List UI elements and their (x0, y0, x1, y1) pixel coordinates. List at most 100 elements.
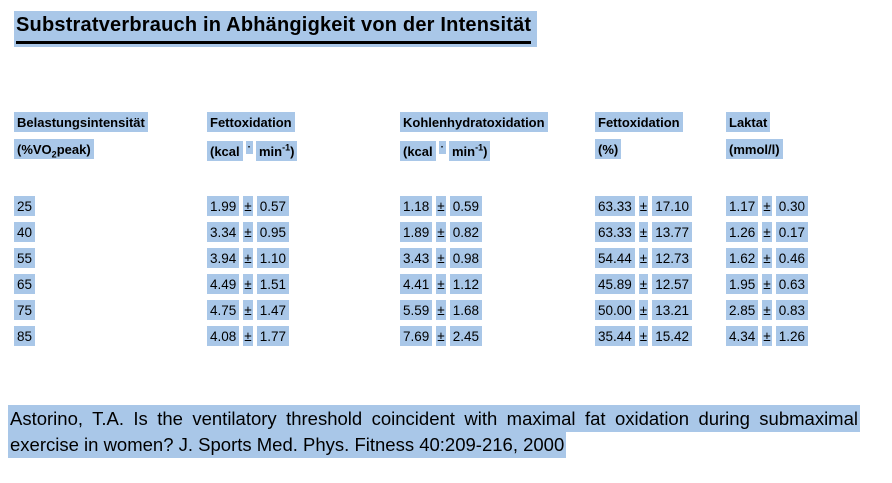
value-mean: 4.08 (207, 326, 240, 346)
col-header-fettoxidation-kcal: Fettoxidation (kcal · min-1) (207, 112, 400, 161)
cell-lactate: 4.34 ±1.26 (726, 326, 892, 346)
table-row: 85 4.08 ±1.77 7.69 ±2.45 35.44 ±15.42 4.34 ±… (0, 326, 892, 346)
cell-cho-ox: 7.69 ±2.45 (400, 326, 595, 346)
table-row: 55 3.94 ±1.10 3.43 ±0.98 54.44 ±12.73 1.62 ±… (0, 248, 892, 268)
value-mean: 54.44 (595, 248, 635, 268)
table-row: 25 1.99 ±0.57 1.18 ±0.59 63.33 ±17.10 1.17 ±… (0, 196, 892, 216)
value-mean: 4.41 (400, 274, 433, 294)
plus-minus: ± (638, 248, 649, 268)
plus-minus: ± (638, 326, 649, 346)
citation: Astorino, T.A. Is the ventilatory thresh… (8, 405, 860, 458)
plus-minus: ± (638, 274, 649, 294)
cell-lactate: 1.62 ±0.46 (726, 248, 892, 268)
page-title-text: Substratverbrauch in Abhängigkeit von de… (16, 14, 532, 44)
plus-minus: ± (436, 248, 446, 268)
value-sd: 0.82 (449, 222, 482, 242)
plus-minus: ± (436, 274, 446, 294)
cell-fat-pct: 63.33 ±17.10 (595, 196, 726, 216)
title-highlight: Substratverbrauch in Abhängigkeit von de… (14, 11, 538, 47)
cell-lactate: 2.85 ±0.83 (726, 300, 892, 320)
value-mean: 1.99 (207, 196, 240, 216)
value-sd: 13.21 (652, 300, 693, 320)
cell-fat-pct: 50.00 ±13.21 (595, 300, 726, 320)
unit-close: ) (290, 144, 295, 159)
cell-fat-ox: 4.49 ±1.51 (207, 274, 400, 294)
value-sd: 1.10 (256, 248, 289, 268)
unit-sup: -1 (282, 142, 291, 153)
cell-fat-pct: 54.44 ±12.73 (595, 248, 726, 268)
unit-min-exp: min-1) (448, 141, 491, 161)
multiply-dot: · (438, 141, 446, 154)
cell-cho-ox: 1.89 ±0.82 (400, 222, 595, 242)
value-sd: 0.95 (256, 222, 289, 242)
value-sd: 17.10 (652, 196, 693, 216)
cell-cho-ox: 4.41 ±1.12 (400, 274, 595, 294)
plus-minus: ± (762, 248, 772, 268)
citation-text: Astorino, T.A. Is the ventilatory thresh… (8, 405, 860, 458)
value-sd: 0.46 (775, 248, 808, 268)
unit-min: min (451, 144, 476, 159)
value-mean: 45.89 (595, 274, 635, 294)
value-mean: 4.75 (207, 300, 240, 320)
intensity-value: 55 (14, 248, 36, 268)
plus-minus: ± (243, 300, 253, 320)
cell-intensity: 55 (14, 248, 207, 268)
value-mean: 1.62 (726, 248, 759, 268)
value-mean: 63.33 (595, 222, 635, 242)
value-mean: 4.49 (207, 274, 240, 294)
plus-minus: ± (243, 222, 253, 242)
value-sd: 0.30 (775, 196, 808, 216)
cell-lactate: 1.95 ±0.63 (726, 274, 892, 294)
col-name: Belastungsintensität (14, 112, 148, 132)
plus-minus: ± (243, 196, 253, 216)
value-sd: 13.77 (652, 222, 693, 242)
value-sd: 1.47 (256, 300, 289, 320)
unit-mmol: (mmol/l) (726, 139, 783, 159)
plus-minus: ± (243, 248, 253, 268)
plus-minus: ± (638, 300, 649, 320)
value-mean: 1.89 (400, 222, 433, 242)
value-mean: 3.34 (207, 222, 240, 242)
cell-fat-ox: 4.75 ±1.47 (207, 300, 400, 320)
value-mean: 50.00 (595, 300, 635, 320)
value-mean: 7.69 (400, 326, 433, 346)
plus-minus: ± (762, 222, 772, 242)
value-mean: 1.95 (726, 274, 759, 294)
cell-fat-ox: 3.34 ±0.95 (207, 222, 400, 242)
plus-minus: ± (638, 222, 649, 242)
cell-lactate: 1.26 ±0.17 (726, 222, 892, 242)
unit-sub: 2 (51, 149, 57, 160)
value-sd: 1.12 (449, 274, 482, 294)
unit-kcal: (kcal (400, 141, 436, 161)
plus-minus: ± (762, 300, 772, 320)
value-mean: 35.44 (595, 326, 635, 346)
value-sd: 0.59 (449, 196, 482, 216)
col-name: Kohlenhydratoxidation (400, 112, 548, 132)
intensity-value: 40 (14, 222, 36, 242)
value-mean: 3.94 (207, 248, 240, 268)
page-title: Substratverbrauch in Abhängigkeit von de… (14, 11, 538, 47)
value-sd: 1.26 (775, 326, 808, 346)
value-sd: 0.17 (775, 222, 808, 242)
plus-minus: ± (436, 326, 446, 346)
value-mean: 2.85 (726, 300, 759, 320)
value-sd: 0.98 (449, 248, 482, 268)
table-row: 40 3.34 ±0.95 1.89 ±0.82 63.33 ±13.77 1.26 ±… (0, 222, 892, 242)
value-mean: 1.26 (726, 222, 759, 242)
col-header-fettoxidation-pct: Fettoxidation (%) (595, 112, 726, 159)
table-body: 25 1.99 ±0.57 1.18 ±0.59 63.33 ±17.10 1.17 ±… (0, 196, 892, 346)
value-mean: 4.34 (726, 326, 759, 346)
col-unit-vo2peak: (%VO2peak) (14, 139, 94, 159)
value-sd: 2.45 (449, 326, 482, 346)
col-name: Fettoxidation (595, 112, 683, 132)
substrate-table: Belastungsintensität (%VO2peak) Fettoxid… (0, 112, 892, 346)
intensity-value: 25 (14, 196, 36, 216)
cell-fat-pct: 35.44 ±15.42 (595, 326, 726, 346)
value-mean: 3.43 (400, 248, 433, 268)
unit-percent: (%) (595, 139, 622, 159)
col-header-belastungsintensitaet: Belastungsintensität (%VO2peak) (14, 112, 207, 159)
table-header-row: Belastungsintensität (%VO2peak) Fettoxid… (0, 112, 892, 161)
cell-intensity: 25 (14, 196, 207, 216)
cell-fat-ox: 3.94 ±1.10 (207, 248, 400, 268)
